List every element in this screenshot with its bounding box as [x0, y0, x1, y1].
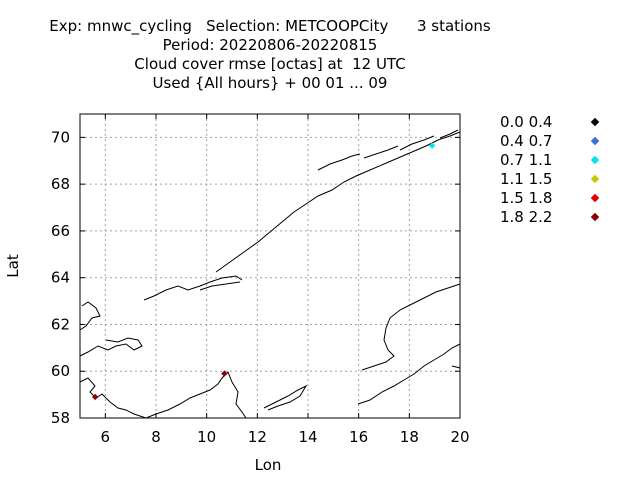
title-line-4: Used {All hours} + 00 01 ... 09 [152, 74, 388, 92]
x-tick-label: 14 [298, 428, 317, 446]
x-tick-label: 18 [400, 428, 419, 446]
title-line-2: Period: 20220806-20220815 [162, 36, 378, 54]
y-tick-label: 64 [51, 269, 70, 287]
legend-marker-icon [590, 212, 600, 222]
coastline-sweden [145, 283, 461, 419]
legend-marker-icon [590, 193, 600, 203]
legend-entry: 1.1 1.5 [500, 170, 610, 189]
legend-label: 0.0 0.4 [500, 113, 553, 131]
legend-entry: 0.7 1.1 [500, 151, 610, 170]
x-axis-label: Lon [255, 456, 282, 474]
legend-label: 0.4 0.7 [500, 132, 553, 150]
legend-marker-icon [590, 136, 600, 146]
coastline-islands-north [317, 129, 459, 171]
legend-label: 0.7 1.1 [500, 151, 553, 169]
y-tick-label: 70 [51, 128, 70, 146]
legend-marker-icon [590, 174, 600, 184]
station-point-3 [428, 142, 436, 149]
legend-marker-icon [590, 155, 600, 165]
legend-entry: 1.8 2.2 [500, 208, 610, 227]
title-line-3: Cloud cover rmse [octas] at 12 UTC [134, 55, 406, 73]
x-tick-label: 8 [151, 428, 161, 446]
y-axis-label: Lat [4, 254, 22, 278]
legend-entry: 1.5 1.8 [500, 189, 610, 208]
coastline-norway-west [79, 131, 461, 419]
legend-marker-icon [590, 117, 600, 127]
x-tick-label: 20 [450, 428, 469, 446]
y-tick-label: 62 [51, 315, 70, 333]
x-tick-label: 16 [349, 428, 368, 446]
legend-entry: 0.4 0.7 [500, 132, 610, 151]
y-tick-label: 66 [51, 222, 70, 240]
y-tick-label: 58 [51, 409, 70, 427]
coastline [79, 129, 461, 419]
x-tick-label: 12 [248, 428, 267, 446]
title-line-1: Exp: mnwc_cycling Selection: METCOOPCity… [49, 17, 491, 35]
x-tick-label: 10 [197, 428, 216, 446]
station-point-1 [92, 393, 99, 401]
legend-label: 1.5 1.8 [500, 189, 553, 207]
y-tick-label: 68 [51, 175, 70, 193]
legend-label: 1.8 2.2 [500, 208, 553, 226]
grid-lines [80, 114, 461, 419]
station-points [92, 142, 436, 401]
legend-entry: 0.0 0.4 [500, 113, 610, 132]
x-tick-label: 6 [101, 428, 111, 446]
legend-label: 1.1 1.5 [500, 170, 553, 188]
plot-frame [79, 113, 461, 419]
y-tick-label: 60 [51, 362, 70, 380]
station-point-2 [221, 370, 228, 377]
